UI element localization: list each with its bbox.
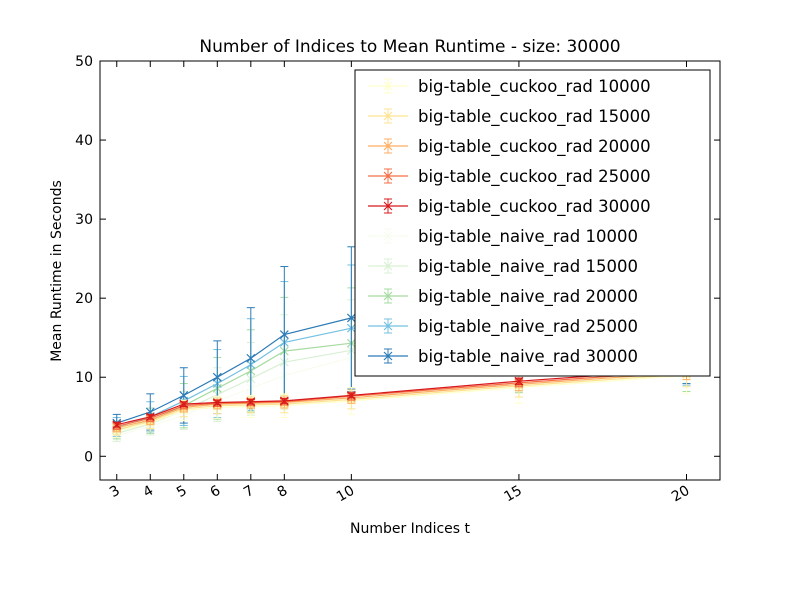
- y-tick-label-5: 50: [75, 54, 93, 70]
- data-point-4-3: [212, 398, 222, 407]
- legend-marker-9: [383, 351, 393, 361]
- legend-entry-2: big-table_cuckoo_rad 20000: [368, 137, 651, 157]
- data-point-4-2: [179, 399, 189, 409]
- y-tick-label-1: 10: [75, 370, 93, 386]
- series-line-2: [116, 371, 687, 429]
- legend-marker-4: [383, 201, 393, 211]
- y-axis-label: Mean Runtime in Seconds: [49, 180, 65, 362]
- y-tick-label-3: 30: [75, 212, 93, 228]
- data-point-9-3: [212, 372, 222, 382]
- legend-marker-3: [383, 171, 393, 181]
- x-tick-label-5: 8: [275, 483, 291, 501]
- legend-marker-0: [383, 81, 393, 91]
- legend: big-table_cuckoo_rad 10000 big-table_cuck…: [354, 69, 711, 377]
- x-tick-label-3: 6: [208, 483, 224, 501]
- legend-entry-3: big-table_cuckoo_rad 25000: [368, 167, 651, 187]
- legend-entry-4: big-table_cuckoo_rad 30000: [368, 197, 651, 217]
- axes-frame: [99, 60, 721, 481]
- series-line-3: [116, 370, 687, 427]
- legend-entry-6: big-table_naive_rad 15000: [368, 257, 638, 277]
- legend-marker-2: [383, 141, 393, 151]
- legend-label-2: big-table_cuckoo_rad 20000: [418, 137, 651, 157]
- legend-entry-9: big-table_naive_rad 30000: [368, 347, 638, 367]
- data-point-9-2: [179, 390, 189, 400]
- legend-marker-6: [383, 261, 393, 271]
- x-tick-label-8: 20: [669, 483, 692, 506]
- chart-title: Number of Indices to Mean Runtime - size…: [199, 37, 620, 57]
- legend-label-8: big-table_naive_rad 25000: [418, 317, 638, 337]
- data-point-9-4: [246, 353, 256, 363]
- legend-box: [354, 69, 711, 377]
- legend-label-5: big-table_naive_rad 10000: [418, 227, 638, 247]
- legend-marker-5: [383, 231, 393, 241]
- y-tick-label-2: 20: [75, 291, 93, 307]
- data-point-4-6: [346, 390, 356, 400]
- x-tick-label-2: 5: [174, 483, 190, 501]
- data-point-4-0: [112, 420, 122, 430]
- data-point-4-1: [145, 412, 155, 422]
- x-tick-label-7: 15: [501, 483, 524, 506]
- legend-label-9: big-table_naive_rad 30000: [418, 347, 638, 367]
- legend-label-6: big-table_naive_rad 15000: [418, 257, 638, 277]
- data-point-9-6: [346, 313, 356, 323]
- legend-label-3: big-table_cuckoo_rad 25000: [418, 167, 651, 187]
- x-tick-label-4: 7: [241, 483, 257, 501]
- data-point-4-4: [246, 397, 256, 407]
- legend-label-0: big-table_cuckoo_rad 10000: [418, 77, 651, 97]
- data-point-4-5: [279, 396, 289, 406]
- legend-marker-8: [383, 321, 393, 331]
- data-point-4-7: [514, 376, 524, 386]
- x-tick-label-0: 3: [107, 483, 123, 501]
- legend-marker-7: [383, 291, 393, 301]
- legend-label-7: big-table_naive_rad 20000: [418, 287, 638, 307]
- legend-label-4: big-table_cuckoo_rad 30000: [418, 197, 651, 217]
- data-point-9-5: [279, 330, 289, 339]
- legend-entry-0: big-table_cuckoo_rad 10000: [368, 77, 651, 97]
- legend-entry-8: big-table_naive_rad 25000: [368, 317, 638, 337]
- legend-label-1: big-table_cuckoo_rad 15000: [418, 107, 651, 127]
- y-tick-label-4: 40: [75, 133, 93, 149]
- y-tick-label-0: 0: [84, 449, 93, 465]
- x-tick-label-6: 10: [334, 483, 357, 506]
- legend-marker-1: [383, 111, 393, 121]
- x-axis-label: Number Indices t: [350, 521, 471, 537]
- legend-entry-1: big-table_cuckoo_rad 15000: [368, 107, 651, 127]
- legend-entry-7: big-table_naive_rad 20000: [368, 287, 638, 307]
- legend-entry-5: big-table_naive_rad 10000: [368, 227, 638, 247]
- x-tick-label-1: 4: [141, 483, 157, 501]
